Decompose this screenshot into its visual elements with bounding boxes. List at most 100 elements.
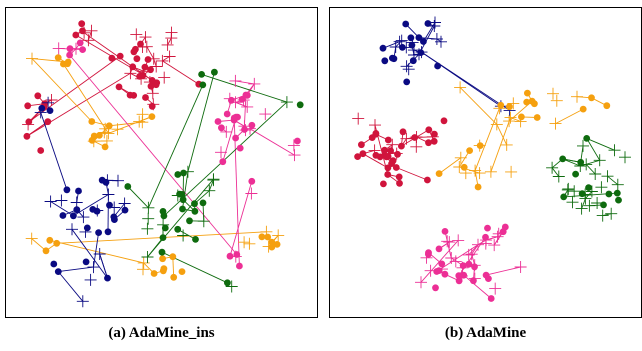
- scatter-cross: [25, 232, 38, 245]
- scatter-point: [248, 121, 256, 129]
- scatter-point: [424, 20, 432, 27]
- pair-line: [555, 108, 584, 124]
- scatter-cross: [443, 236, 456, 249]
- scatter-cross: [445, 252, 458, 264]
- scatter-point: [150, 270, 158, 277]
- scatter-point: [170, 273, 178, 281]
- pair-line: [362, 153, 389, 169]
- scatter-point: [141, 63, 149, 71]
- scatter-point: [533, 114, 541, 121]
- scatter-cross: [589, 168, 602, 180]
- pair-line: [201, 73, 288, 103]
- scatter-cross: [142, 212, 155, 225]
- scatter-point: [409, 57, 417, 65]
- scatter-point: [159, 208, 167, 215]
- scatter-point: [46, 236, 54, 244]
- pair-line: [73, 194, 109, 217]
- scatter-point: [54, 54, 62, 61]
- scatter-cross: [158, 71, 171, 84]
- scatter-point: [482, 233, 489, 241]
- scatter-plot-b: [352, 16, 631, 302]
- scatter-cross: [454, 151, 467, 164]
- scatter-cross: [469, 164, 482, 177]
- scatter-point: [560, 193, 568, 201]
- scatter-point: [95, 229, 102, 237]
- scatter-point: [76, 39, 84, 47]
- scatter-point: [82, 258, 90, 266]
- pair-line: [31, 58, 93, 122]
- scatter-point: [471, 263, 478, 271]
- scatter-point: [600, 201, 607, 209]
- pair-line: [26, 72, 131, 137]
- scatter-point: [159, 234, 167, 242]
- scatter-cross: [52, 42, 65, 55]
- scatter-point: [424, 176, 431, 184]
- scatter-point: [211, 68, 218, 76]
- scatter-point: [441, 270, 449, 278]
- scatter-point: [159, 255, 167, 263]
- scatter-cross: [137, 263, 149, 276]
- scatter-point: [142, 94, 149, 101]
- scatter-point: [59, 212, 67, 219]
- scatter-cross: [102, 127, 115, 140]
- scatter-cross: [76, 295, 89, 308]
- scatter-cross: [611, 178, 624, 191]
- scatter-cross: [99, 122, 112, 135]
- scatter-point: [179, 205, 186, 213]
- scatter-point: [403, 78, 411, 86]
- scatter-point: [241, 126, 248, 133]
- scatter-point: [394, 150, 401, 158]
- scatter-point: [78, 20, 86, 28]
- scatter-cross: [118, 197, 131, 210]
- scatter-point: [425, 126, 433, 134]
- pair-line: [162, 56, 170, 62]
- scatter-cross: [93, 248, 106, 260]
- pair-line: [396, 167, 428, 181]
- scatter-cross: [150, 60, 163, 73]
- scatter-cross: [229, 96, 242, 109]
- scatter-point: [466, 147, 473, 155]
- scatter-cross: [238, 236, 251, 249]
- scatter-point: [559, 155, 567, 163]
- pair-line: [463, 274, 492, 299]
- scatter-point: [46, 107, 54, 114]
- scatter-point: [380, 180, 387, 188]
- scatter-point: [54, 268, 62, 275]
- scatter-point: [296, 101, 304, 109]
- scatter-cross: [143, 76, 156, 89]
- pair-line: [63, 63, 109, 134]
- scatter-point: [381, 151, 389, 159]
- scatter-cross: [45, 94, 58, 106]
- pair-line: [28, 55, 121, 123]
- scatter-point: [487, 295, 495, 302]
- scatter-cross: [491, 230, 504, 243]
- scatter-point: [501, 223, 509, 231]
- scatter-cross: [595, 181, 608, 194]
- scatter-point: [191, 200, 198, 208]
- scatter-point: [238, 96, 246, 103]
- scatter-point: [88, 118, 96, 125]
- scatter-cross: [147, 52, 160, 65]
- scatter-point: [219, 158, 227, 166]
- scatter-cross: [34, 106, 47, 119]
- scatter-cross: [139, 31, 152, 44]
- scatter-cross: [87, 261, 100, 274]
- scatter-point: [50, 260, 58, 268]
- pair-line: [108, 116, 153, 134]
- scatter-cross: [147, 98, 160, 111]
- scatter-cross: [66, 223, 78, 236]
- pair-line: [496, 124, 508, 146]
- scatter-point: [159, 267, 167, 275]
- scatter-point: [389, 54, 396, 62]
- pair-line: [229, 181, 253, 257]
- scatter-point: [435, 245, 443, 253]
- scatter-cross: [137, 65, 150, 78]
- scatter-point: [459, 262, 467, 269]
- scatter-cross: [133, 115, 146, 128]
- scatter-point: [434, 62, 441, 70]
- pair-line: [147, 178, 214, 258]
- scatter-point: [73, 206, 81, 214]
- scatter-cross: [369, 119, 381, 132]
- pair-line: [586, 137, 615, 151]
- scatter-point: [588, 94, 595, 102]
